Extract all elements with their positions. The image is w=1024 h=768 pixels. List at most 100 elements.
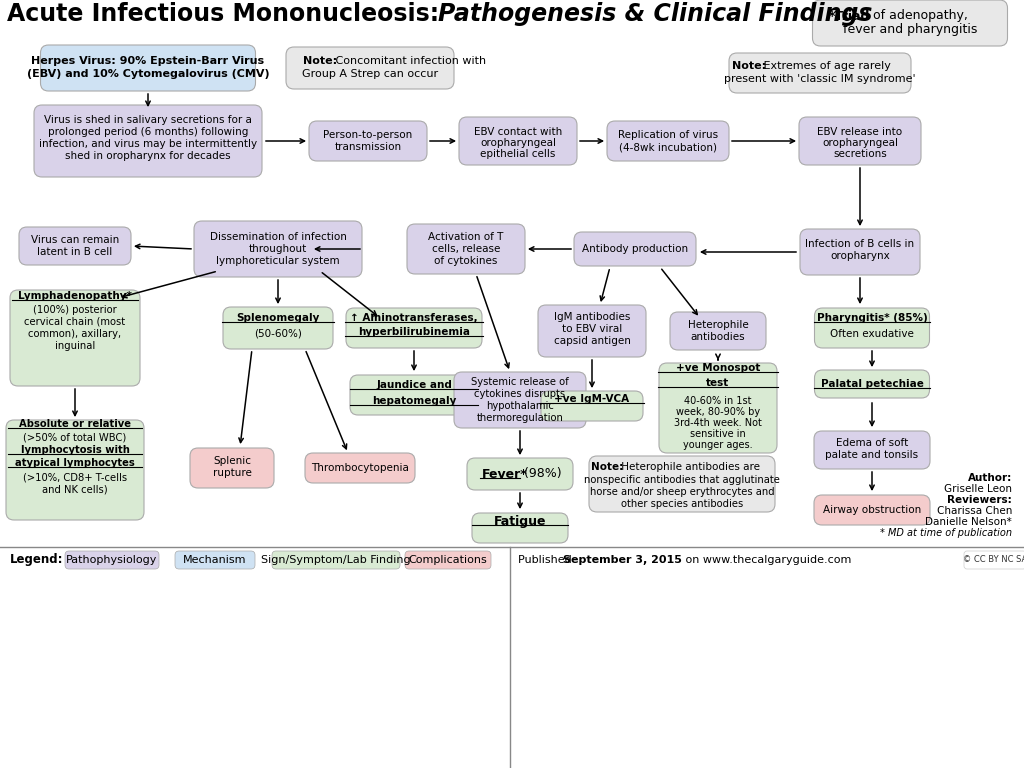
- Text: September 3, 2015: September 3, 2015: [563, 555, 682, 565]
- FancyBboxPatch shape: [814, 370, 930, 398]
- Text: inguinal: inguinal: [55, 341, 95, 351]
- Text: hyperbilirubinemia: hyperbilirubinemia: [358, 327, 470, 337]
- FancyBboxPatch shape: [800, 229, 920, 275]
- FancyBboxPatch shape: [814, 308, 930, 348]
- Text: 3rd-4th week. Not: 3rd-4th week. Not: [674, 418, 762, 428]
- Text: shed in oropharynx for decades: shed in oropharynx for decades: [66, 151, 230, 161]
- Text: Published: Published: [518, 555, 575, 565]
- Text: Acute Infectious Mononucleosis:: Acute Infectious Mononucleosis:: [7, 2, 447, 26]
- Text: Jaundice and: Jaundice and: [376, 380, 452, 390]
- Text: thermoregulation: thermoregulation: [476, 413, 563, 423]
- FancyBboxPatch shape: [459, 117, 577, 165]
- Text: 40-60% in 1st: 40-60% in 1st: [684, 396, 752, 406]
- Text: infection, and virus may be intermittently: infection, and virus may be intermittent…: [39, 139, 257, 149]
- Text: Infection of B cells in: Infection of B cells in: [806, 239, 914, 249]
- Text: of adenopathy,: of adenopathy,: [869, 9, 968, 22]
- Text: of cytokines: of cytokines: [434, 256, 498, 266]
- FancyBboxPatch shape: [309, 121, 427, 161]
- Text: oropharynx: oropharynx: [830, 251, 890, 261]
- FancyBboxPatch shape: [406, 551, 490, 569]
- FancyBboxPatch shape: [812, 0, 1008, 46]
- Text: horse and/or sheep erythrocytes and: horse and/or sheep erythrocytes and: [590, 487, 774, 497]
- Text: common), axillary,: common), axillary,: [29, 329, 122, 339]
- FancyBboxPatch shape: [10, 290, 140, 386]
- Text: capsid antigen: capsid antigen: [554, 336, 631, 346]
- FancyBboxPatch shape: [350, 375, 478, 415]
- Text: epithelial cells: epithelial cells: [480, 149, 556, 159]
- Text: Concomitant infection with: Concomitant infection with: [332, 56, 486, 66]
- Text: secretions: secretions: [834, 149, 887, 159]
- Text: Thrombocytopenia: Thrombocytopenia: [311, 463, 409, 473]
- FancyBboxPatch shape: [6, 420, 144, 520]
- Text: Palatal petechiae: Palatal petechiae: [820, 379, 924, 389]
- FancyBboxPatch shape: [407, 224, 525, 274]
- Text: Charissa Chen: Charissa Chen: [937, 506, 1012, 516]
- Text: hypothalamic: hypothalamic: [486, 401, 554, 411]
- FancyBboxPatch shape: [574, 232, 696, 266]
- FancyBboxPatch shape: [670, 312, 766, 350]
- Text: Dissemination of infection: Dissemination of infection: [210, 232, 346, 242]
- Text: latent in B cell: latent in B cell: [37, 247, 113, 257]
- Text: Airway obstruction: Airway obstruction: [823, 505, 922, 515]
- Text: transmission: transmission: [335, 142, 401, 152]
- Text: * MD at time of publication: * MD at time of publication: [880, 528, 1012, 538]
- Text: Author:: Author:: [968, 473, 1012, 483]
- Text: other species antibodies: other species antibodies: [621, 499, 743, 509]
- Text: oropharyngeal: oropharyngeal: [822, 138, 898, 148]
- FancyBboxPatch shape: [607, 121, 729, 161]
- Text: prolonged period (6 months) following: prolonged period (6 months) following: [48, 127, 248, 137]
- Text: to EBV viral: to EBV viral: [562, 324, 623, 334]
- Text: Reviewers:: Reviewers:: [947, 495, 1012, 505]
- FancyBboxPatch shape: [19, 227, 131, 265]
- FancyBboxPatch shape: [538, 305, 646, 357]
- Text: lymphoreticular system: lymphoreticular system: [216, 256, 340, 266]
- Text: lymphocytosis with: lymphocytosis with: [20, 445, 129, 455]
- Text: © CC BY NC SA: © CC BY NC SA: [963, 555, 1024, 564]
- Text: oropharyngeal: oropharyngeal: [480, 138, 556, 148]
- FancyBboxPatch shape: [175, 551, 255, 569]
- Text: sensitive in: sensitive in: [690, 429, 745, 439]
- Text: Sign/Symptom/Lab Finding: Sign/Symptom/Lab Finding: [261, 555, 411, 565]
- Text: rupture: rupture: [213, 468, 252, 478]
- Text: Heterophile: Heterophile: [688, 320, 749, 330]
- Text: Person-to-person: Person-to-person: [324, 130, 413, 140]
- FancyBboxPatch shape: [272, 551, 400, 569]
- Text: cervical chain (most: cervical chain (most: [25, 317, 126, 327]
- Text: IgM antibodies: IgM antibodies: [554, 312, 630, 322]
- Text: antibodies: antibodies: [690, 332, 745, 342]
- FancyBboxPatch shape: [964, 551, 1024, 569]
- Text: nonspecific antibodies that agglutinate: nonspecific antibodies that agglutinate: [584, 475, 780, 485]
- Text: Often exudative: Often exudative: [830, 329, 914, 339]
- Text: Group A Strep can occur: Group A Strep can occur: [302, 69, 438, 79]
- Text: Splenic: Splenic: [213, 456, 251, 466]
- FancyBboxPatch shape: [814, 431, 930, 469]
- Text: test: test: [707, 378, 730, 388]
- FancyBboxPatch shape: [589, 456, 775, 512]
- Text: cells, release: cells, release: [432, 244, 500, 254]
- Text: and NK cells): and NK cells): [42, 484, 108, 494]
- Text: Herpes Virus: 90% Epstein-Barr Virus: Herpes Virus: 90% Epstein-Barr Virus: [32, 56, 264, 66]
- Text: palate and tonsils: palate and tonsils: [825, 450, 919, 460]
- Text: Edema of soft: Edema of soft: [836, 438, 908, 448]
- FancyBboxPatch shape: [190, 448, 274, 488]
- Text: Griselle Leon: Griselle Leon: [944, 484, 1012, 494]
- FancyBboxPatch shape: [305, 453, 415, 483]
- Text: Pharyngitis* (85%): Pharyngitis* (85%): [816, 313, 928, 323]
- FancyBboxPatch shape: [541, 391, 643, 421]
- Text: Lymphadenopathy*: Lymphadenopathy*: [18, 291, 132, 301]
- Text: EBV release into: EBV release into: [817, 127, 902, 137]
- Text: Fatigue: Fatigue: [494, 515, 546, 528]
- FancyBboxPatch shape: [223, 307, 333, 349]
- FancyBboxPatch shape: [41, 45, 256, 91]
- Text: Note:: Note:: [591, 462, 624, 472]
- Text: Legend:: Legend:: [10, 554, 63, 567]
- FancyBboxPatch shape: [194, 221, 362, 277]
- FancyBboxPatch shape: [286, 47, 454, 89]
- Text: Virus is shed in salivary secretions for a: Virus is shed in salivary secretions for…: [44, 115, 252, 125]
- FancyBboxPatch shape: [467, 458, 573, 490]
- Text: *Triad: *Triad: [829, 9, 870, 22]
- Text: Fever*: Fever*: [482, 468, 527, 481]
- FancyBboxPatch shape: [346, 308, 482, 348]
- Text: younger ages.: younger ages.: [683, 440, 753, 450]
- Text: (100%) posterior: (100%) posterior: [33, 305, 117, 315]
